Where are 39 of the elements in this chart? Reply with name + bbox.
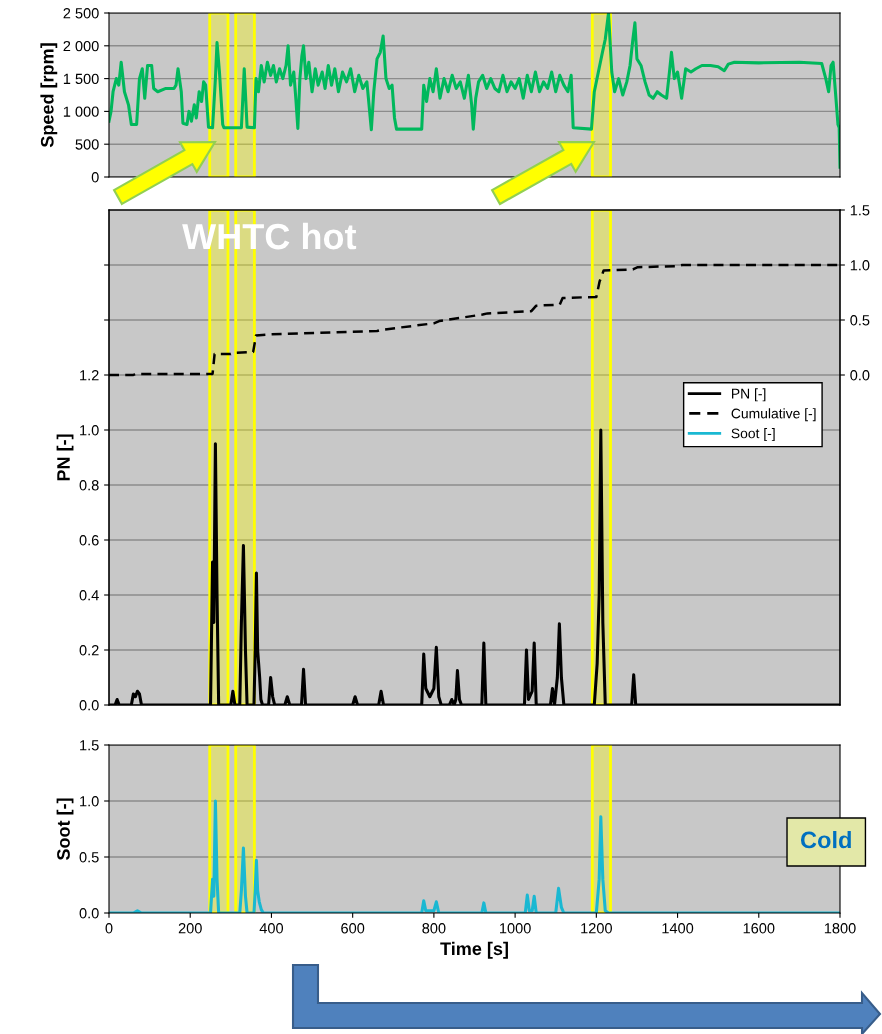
y2-tick-label: 1.0: [850, 260, 870, 271]
annotation: Cold: [800, 831, 851, 849]
x-tick-label: 200: [178, 923, 202, 934]
y-tick-label: 0: [91, 172, 99, 183]
legend-label: PN [-]: [732, 388, 766, 402]
legend-label: Cumulative [-]: [731, 408, 816, 422]
x-tick-label: 1600: [743, 923, 775, 934]
y-tick-label: 2 000: [63, 40, 99, 52]
y-axis-title: Speed [rpm]: [40, 43, 58, 148]
y-axis-title: Soot [-]: [56, 798, 74, 861]
x-tick-label: 1800: [824, 923, 856, 934]
y-tick-label: 1.0: [80, 796, 99, 807]
x-tick-label: 400: [259, 923, 284, 934]
y-tick-label: 0.4: [79, 590, 99, 601]
x-tick-label: 1200: [581, 923, 612, 934]
y-tick-label: 0.2: [79, 645, 99, 656]
x-tick-label: 1000: [500, 923, 531, 934]
x-tick-label: 800: [422, 923, 446, 934]
y2-tick-label: 0.0: [850, 370, 870, 381]
y-tick-label: 0.0: [79, 908, 99, 919]
y-tick-label: 0.0: [79, 700, 99, 711]
legend-label: Soot [-]: [731, 428, 775, 442]
y-tick-label: 1.2: [80, 370, 99, 381]
y-tick-label: 1 000: [63, 106, 99, 117]
y-tick-label: 0.8: [79, 480, 99, 491]
x-tick-label: 600: [341, 923, 365, 934]
y-tick-label: 2 500: [63, 8, 99, 19]
y-tick-label: 500: [75, 139, 99, 150]
y2-tick-label: 0.5: [850, 315, 870, 326]
y2-tick-label: 1.5: [850, 205, 870, 216]
x-tick-label: 0: [105, 923, 113, 934]
x-axis-title: Time [s]: [440, 941, 508, 959]
y-tick-label: 0.6: [79, 535, 99, 546]
y-tick-label: 1 500: [63, 73, 99, 85]
y-tick-label: 0.5: [79, 852, 99, 863]
y-tick-label: 1.5: [80, 740, 99, 751]
y-axis-title: PN [-]: [56, 434, 74, 481]
x-tick-label: 1400: [662, 923, 694, 934]
y-tick-label: 1.0: [80, 425, 99, 436]
